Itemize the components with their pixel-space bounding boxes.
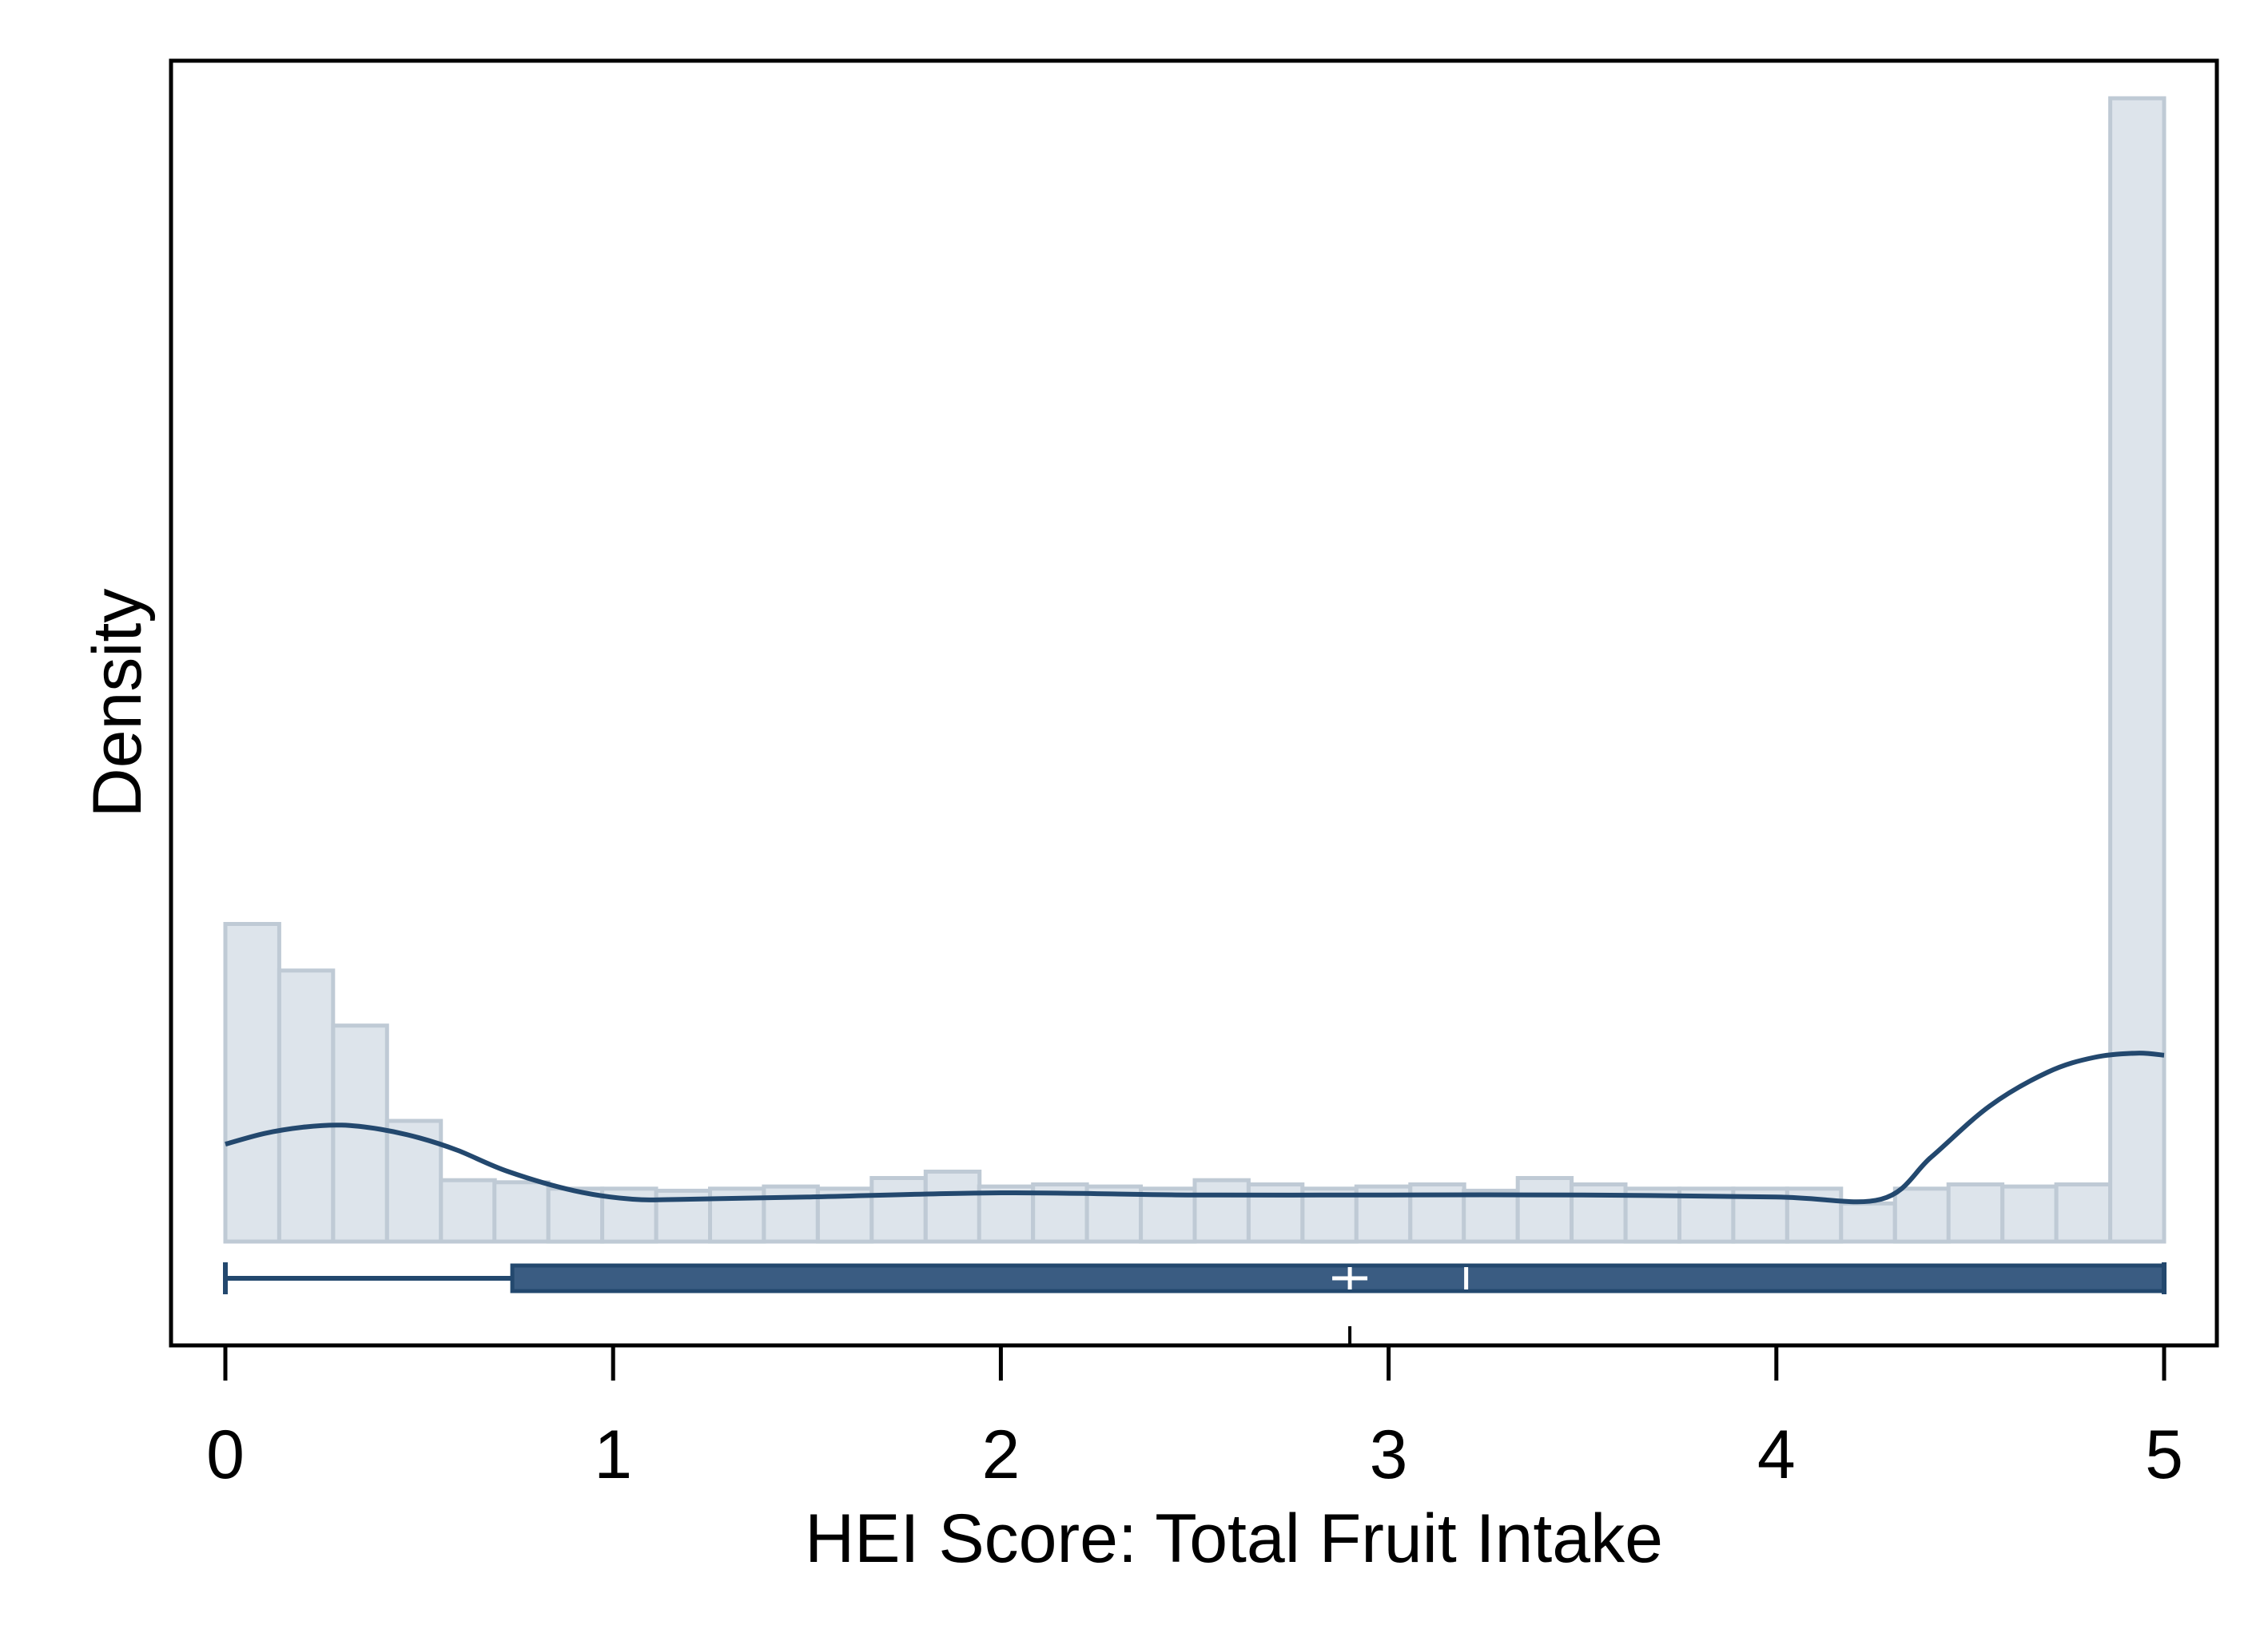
histogram-bar-19 <box>1192 1178 1251 1244</box>
x-tick-label-5: 5 <box>2145 1417 2183 1493</box>
histogram-bar-13 <box>869 1176 928 1244</box>
histogram-bar-24 <box>1462 1188 1520 1244</box>
boxplot <box>223 1262 2167 1345</box>
histogram-bar-32 <box>1892 1186 1952 1244</box>
x-tick-label-0: 0 <box>206 1417 245 1493</box>
x-tick-label-2: 2 <box>981 1417 1020 1493</box>
histogram-bar-35 <box>2054 1182 2113 1244</box>
x-tick-label-1: 1 <box>594 1417 632 1493</box>
histogram-bar-1 <box>223 922 281 1244</box>
histogram-bar-6 <box>492 1180 551 1244</box>
y-axis-title: Density <box>79 589 156 818</box>
x-axis-ticks: 0 1 2 3 4 5 <box>206 1345 2183 1493</box>
x-tick-label-3: 3 <box>1370 1417 1408 1493</box>
plot-frame <box>169 58 2219 1348</box>
density-curve-layer <box>225 1051 2165 1205</box>
histogram-bar-31 <box>1839 1201 1897 1244</box>
histogram-bar-4 <box>384 1119 444 1244</box>
density-curve <box>225 1051 2165 1205</box>
histogram-bar-3 <box>331 1023 389 1244</box>
histogram-bar-14 <box>923 1170 982 1244</box>
histogram-bar-36 <box>2108 96 2167 1244</box>
x-tick-label-4: 4 <box>1757 1417 1796 1493</box>
histogram-bar-25 <box>1515 1176 1574 1244</box>
histogram-bar-34 <box>2000 1184 2059 1244</box>
histogram-bar-33 <box>1946 1182 2005 1244</box>
histogram-bar-2 <box>277 968 336 1244</box>
x-axis-title: HEI Score: Total Fruit Intake <box>805 1500 1663 1577</box>
histogram-bar-21 <box>1300 1186 1359 1244</box>
histogram-bar-5 <box>439 1178 497 1244</box>
